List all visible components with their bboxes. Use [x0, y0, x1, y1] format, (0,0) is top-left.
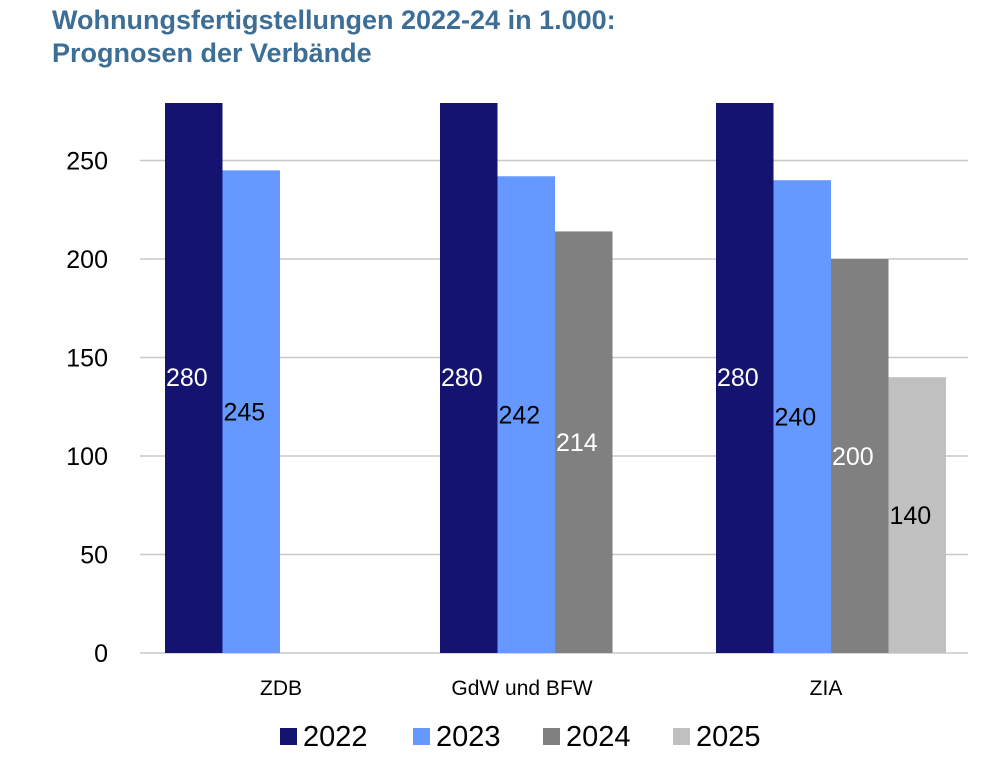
y-tick-label: 100	[66, 443, 108, 471]
legend-label: 2022	[303, 721, 368, 753]
data-label: 140	[890, 502, 932, 530]
chart-title: Wohnungsfertigstellungen 2022-24 in 1.00…	[52, 4, 616, 70]
chart-title-line-1: Wohnungsfertigstellungen 2022-24 in 1.00…	[52, 5, 616, 35]
data-label: 214	[556, 429, 598, 457]
legend-label: 2025	[696, 721, 761, 753]
category-label: ZDB	[260, 677, 302, 700]
bar	[555, 231, 613, 654]
bar	[165, 103, 223, 653]
data-label: 280	[441, 364, 483, 392]
legend-swatch	[280, 728, 297, 745]
bar	[716, 103, 774, 653]
legend-swatch	[673, 728, 690, 745]
data-label: 242	[499, 402, 541, 430]
data-label: 245	[224, 399, 266, 427]
y-tick-label: 50	[80, 542, 108, 570]
bars	[165, 103, 946, 654]
chart-title-line-2: Prognosen der Verbände	[52, 38, 372, 68]
bar	[222, 170, 280, 653]
y-tick-label: 150	[66, 345, 108, 373]
y-tick-label: 0	[94, 640, 108, 668]
bar	[497, 176, 555, 653]
category-label: ZIA	[810, 677, 843, 700]
data-label: 200	[832, 443, 874, 471]
y-axis-tick-labels: 0 50 100 150 200 250	[66, 148, 108, 669]
legend: 2022 2023 2024 2025	[280, 721, 761, 753]
bar	[888, 377, 946, 653]
data-label: 280	[166, 364, 208, 392]
data-label: 280	[717, 364, 759, 392]
legend-swatch	[413, 728, 430, 745]
y-tick-label: 200	[66, 246, 108, 274]
legend-label: 2024	[566, 721, 631, 753]
bar	[440, 103, 498, 653]
legend-swatch	[543, 728, 560, 745]
bar	[831, 259, 889, 653]
category-labels: ZDB GdW und BFW ZIA	[260, 677, 842, 700]
y-tick-label: 250	[66, 148, 108, 176]
bar	[773, 180, 831, 653]
legend-label: 2023	[436, 721, 501, 753]
data-label: 240	[775, 404, 817, 432]
category-label: GdW und BFW	[451, 677, 592, 700]
data-labels: 280 245 280 242 214 280 240 200 140	[166, 364, 931, 530]
